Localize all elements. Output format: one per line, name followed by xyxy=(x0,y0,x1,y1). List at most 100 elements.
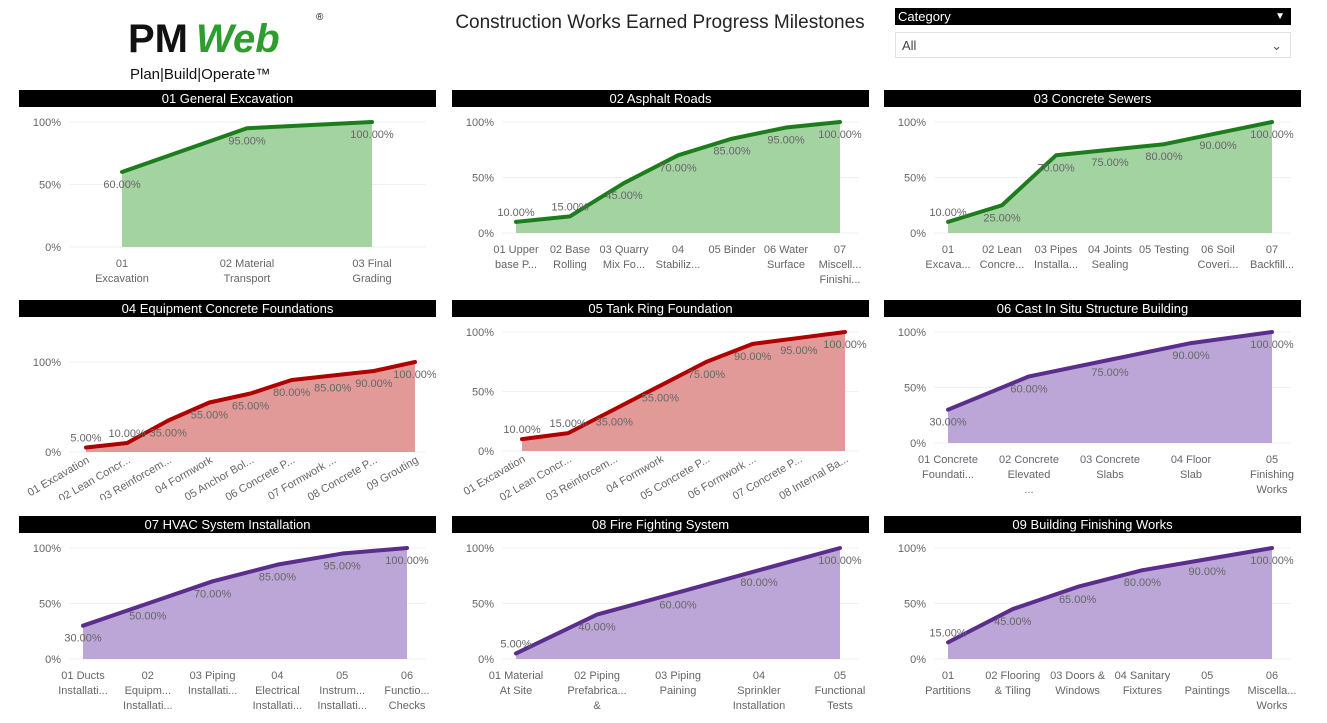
data-label: 100.00% xyxy=(350,129,394,141)
data-point xyxy=(413,360,417,364)
data-point xyxy=(405,546,409,550)
data-point xyxy=(1189,341,1193,345)
slicer-label: Category xyxy=(898,9,951,24)
area-fill xyxy=(86,362,415,452)
chart-panel-building-finishing: 09 Building Finishing Works 0% 50% 100% 15.… xyxy=(884,516,1301,716)
series-line xyxy=(520,330,847,442)
logo-brand-right: Web xyxy=(196,17,280,61)
data-point xyxy=(946,220,950,224)
data-label: 75.00% xyxy=(688,369,726,381)
data-point xyxy=(1108,358,1112,362)
data-point xyxy=(751,342,755,346)
x-tick-label: 01 Partitions xyxy=(925,670,971,697)
chart-svg: 0% 50% 100% 10.00% 15.00% 45.00% 70.00% 85.00% 9… xyxy=(466,117,862,286)
data-label: 45.00% xyxy=(605,190,643,202)
data-label: 95.00% xyxy=(324,561,362,573)
chart-panel-cast-in-situ: 06 Cast In Situ Structure Building 0% 50%… xyxy=(884,300,1301,500)
x-tick-label: 03 Quarry Mix Fo... xyxy=(600,244,649,271)
data-label: 35.00% xyxy=(150,428,188,440)
x-tick-label: 02 Concrete Elevated... xyxy=(999,454,1059,496)
data-point xyxy=(946,640,950,644)
x-tick-label: 02 Equipm... Installati... xyxy=(123,670,173,712)
x-tick-label: 04 Sanitary Fixtures xyxy=(1115,670,1171,697)
data-point xyxy=(340,552,344,556)
y-tick-label: 0% xyxy=(45,654,61,666)
y-tick-label: 50% xyxy=(472,387,494,399)
chart-panel-general-excavation: 01 General Excavation 0% 50% 100% 60.00% 95.… xyxy=(19,90,436,290)
data-label: 65.00% xyxy=(1059,594,1097,606)
x-tick-label: 01 Upper base P... xyxy=(493,244,539,271)
data-point xyxy=(1054,153,1058,157)
chart-title: 04 Equipment Concrete Foundations xyxy=(19,300,436,317)
x-tick-label: 05 Finishing Works xyxy=(1250,454,1294,496)
chart-svg: 0% 50% 100% 30.00% 60.00% 75.00% 90.00% 100.00%… xyxy=(898,327,1294,496)
y-tick-label: 0% xyxy=(478,446,494,458)
x-tick-label: 03 Final Grading xyxy=(352,258,391,285)
data-label: 100.00% xyxy=(1250,129,1294,141)
data-point xyxy=(1205,557,1209,561)
data-label: 5.00% xyxy=(70,433,101,445)
data-point xyxy=(1140,568,1144,572)
x-tick-label: 06 Soil Coveri... xyxy=(1198,244,1239,271)
data-label: 15.00% xyxy=(551,201,589,213)
chart-svg: 0% 50% 100% 15.00% 45.00% 65.00% 80.00% 90.00% 1… xyxy=(898,543,1297,712)
x-tick-label: 05 Paintings xyxy=(1185,670,1231,697)
data-point xyxy=(245,126,249,130)
area-fill xyxy=(516,548,840,659)
data-label: 10.00% xyxy=(108,428,146,440)
chart-title: 03 Concrete Sewers xyxy=(884,90,1301,107)
y-tick-label: 100% xyxy=(466,543,494,555)
data-point xyxy=(595,613,599,617)
data-point xyxy=(676,590,680,594)
y-tick-label: 100% xyxy=(33,357,61,369)
x-tick-label: 02 Material Transport xyxy=(220,258,274,285)
data-point xyxy=(331,374,335,377)
chart-panel-equipment-concrete-foundations: 04 Equipment Concrete Foundations 0% 100%… xyxy=(19,300,436,500)
x-tick-label: 03 Concrete Slabs xyxy=(1080,454,1140,481)
data-label: 100.00% xyxy=(1250,555,1294,567)
data-label: 75.00% xyxy=(1091,367,1129,379)
data-label: 85.00% xyxy=(314,383,352,395)
data-label: 10.00% xyxy=(497,207,535,219)
data-point xyxy=(676,153,680,157)
x-tick-label: 04 Sprinkler Installation xyxy=(733,670,786,712)
area-fill xyxy=(122,122,372,247)
data-label: 40.00% xyxy=(578,622,616,634)
x-tick-label: 06 Miscella... Works xyxy=(1248,670,1297,712)
data-label: 65.00% xyxy=(232,401,270,413)
chart-title: 01 General Excavation xyxy=(19,90,436,107)
x-tick-label: 01 Excavation xyxy=(95,258,149,285)
data-point xyxy=(514,220,518,224)
y-tick-label: 50% xyxy=(472,173,494,185)
category-dropdown[interactable]: All ⌄ xyxy=(895,32,1291,58)
data-point xyxy=(514,651,518,655)
data-label: 80.00% xyxy=(1145,151,1183,163)
slicer-header[interactable]: Category ▼ xyxy=(895,8,1291,25)
data-point xyxy=(146,602,150,605)
data-point xyxy=(838,120,842,124)
chart-panel-hvac: 07 HVAC System Installation 0% 50% 100% 30.… xyxy=(19,516,436,716)
data-label: 90.00% xyxy=(1199,140,1237,152)
data-point xyxy=(1270,120,1274,124)
area-fill xyxy=(83,548,407,659)
data-point xyxy=(249,392,252,395)
data-point xyxy=(520,437,524,441)
x-tick-label: 01 Ducts Installati... xyxy=(58,670,108,697)
data-label: 15.00% xyxy=(549,418,587,430)
data-label: 100.00% xyxy=(393,369,436,381)
data-point xyxy=(370,120,374,124)
data-point xyxy=(705,360,709,364)
y-tick-label: 50% xyxy=(904,173,926,185)
data-label: 45.00% xyxy=(994,616,1032,628)
y-tick-label: 0% xyxy=(45,447,61,459)
data-label: 10.00% xyxy=(929,207,967,219)
data-label: 95.00% xyxy=(780,345,818,357)
data-point xyxy=(211,579,215,583)
x-tick-label: 02 Flooring & Tiling xyxy=(985,670,1040,697)
data-label: 80.00% xyxy=(740,577,778,589)
data-label: 80.00% xyxy=(273,387,311,399)
chart-svg: 0% 50% 100% 10.00% 25.00% 70.00% 75.00% 80.00% 9… xyxy=(898,117,1294,271)
data-point xyxy=(1162,142,1166,146)
chart-title: 06 Cast In Situ Structure Building xyxy=(884,300,1301,317)
x-tick-label: 04 Electrical Installati... xyxy=(253,670,303,712)
